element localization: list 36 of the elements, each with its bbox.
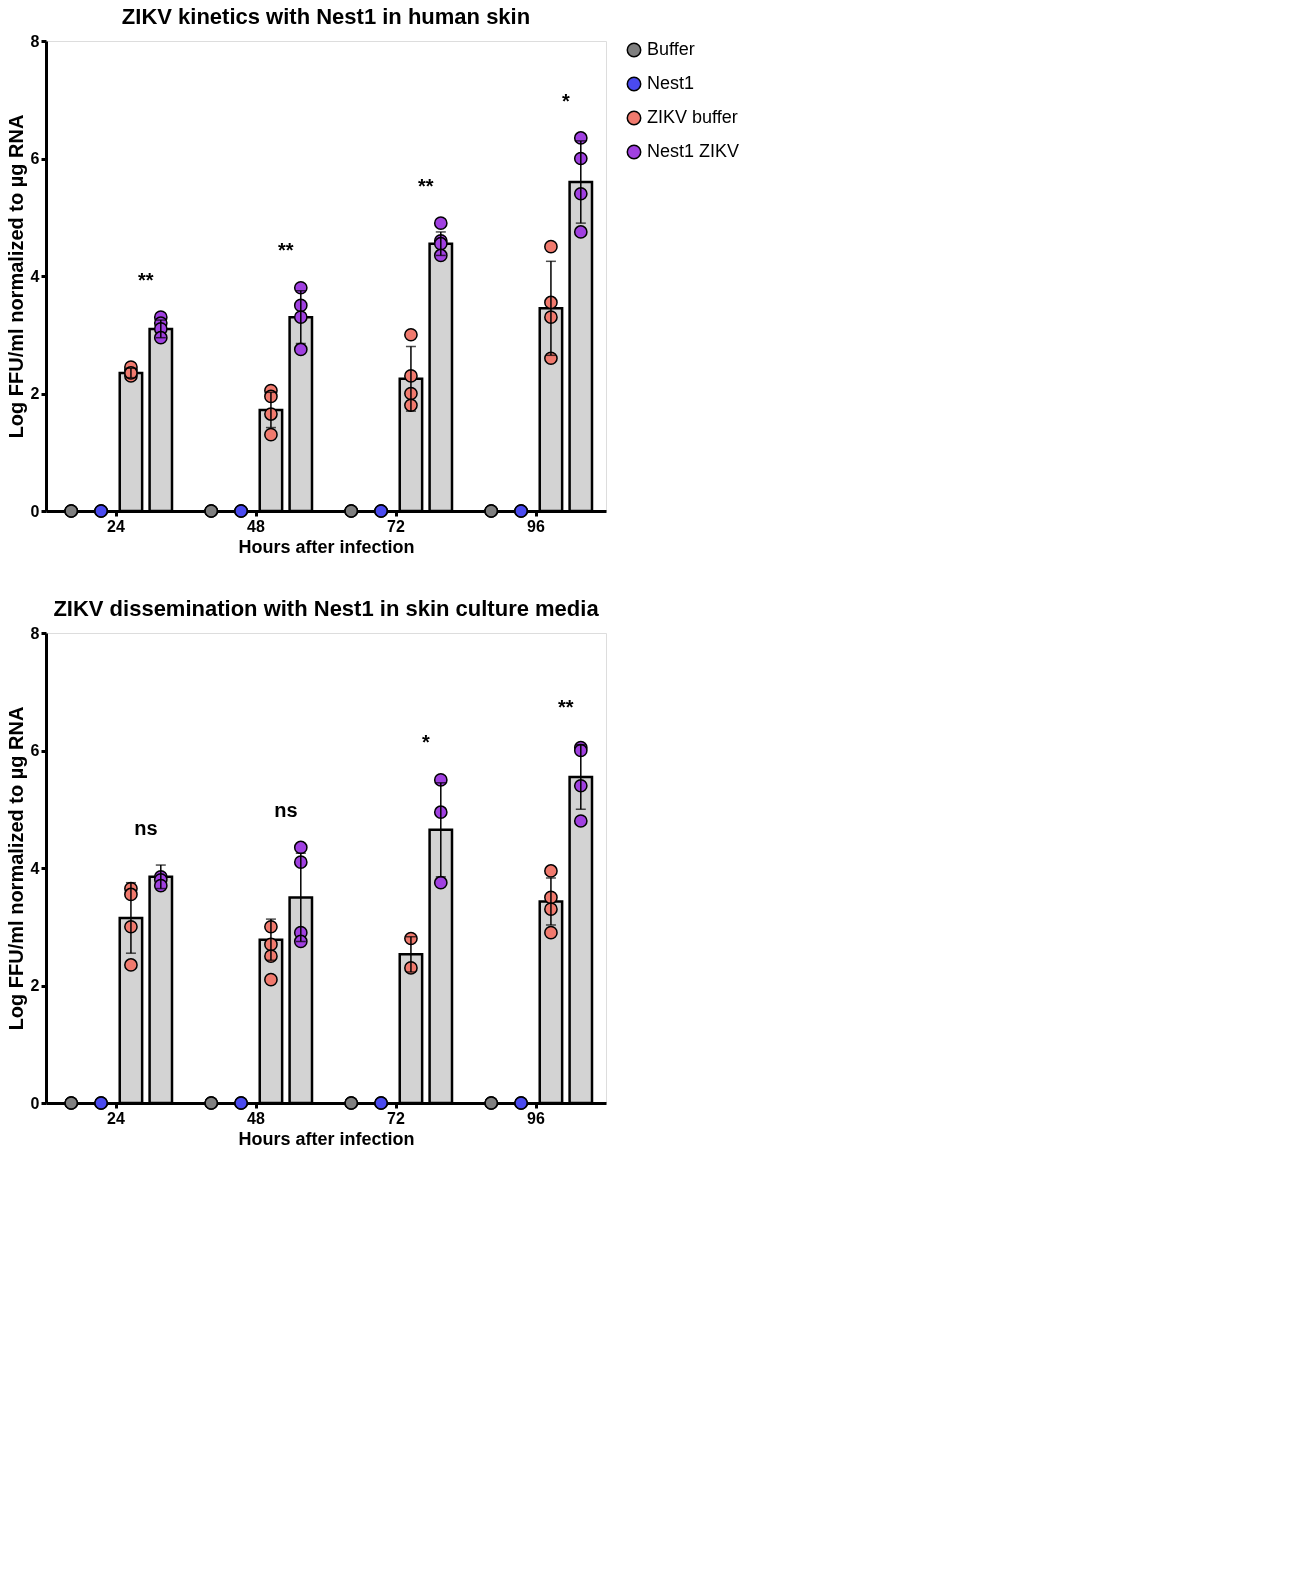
y-tick-label: 2 (30, 385, 40, 402)
x-tick-label: 72 (387, 517, 405, 535)
y-axis-title: Log FFU/ml normalized to µg RNA (4, 114, 27, 439)
y-tick-label: 6 (30, 742, 40, 759)
annotation: ** (418, 174, 434, 197)
x-axis-title: Hours after infection (238, 536, 415, 557)
legend-label: Buffer (647, 39, 695, 59)
y-axis-title: Log FFU/ml normalized to µg RNA (4, 706, 27, 1031)
y-tick-label: 8 (30, 32, 40, 50)
x-tick-label: 48 (247, 517, 265, 535)
y-tick-label: 8 (30, 624, 40, 642)
legend-label: ZIKV buffer (647, 107, 738, 127)
chart-title: ZIKV kinetics with Nest1 in human skin (121, 4, 531, 29)
x-tick-label: 24 (107, 517, 125, 535)
x-tick-label: 48 (247, 1109, 265, 1127)
x-tick-label: 72 (387, 1109, 405, 1127)
y-tick-label: 4 (30, 267, 40, 285)
x-tick-label: 24 (107, 1109, 125, 1127)
y-tick-label: 4 (30, 859, 40, 877)
chart-title: ZIKV dissemination with Nest1 in skin culture media (53, 596, 600, 621)
annotation: * (561, 89, 570, 112)
x-tick-label: 96 (527, 517, 545, 535)
legend-label: Nest1 (647, 73, 695, 93)
annotation: * (421, 731, 430, 754)
y-tick-label: 0 (30, 502, 40, 520)
y-tick-label: 0 (30, 1094, 40, 1112)
annotation: ** (558, 696, 574, 719)
annotation: ns (274, 799, 298, 821)
annotation: ** (278, 239, 294, 262)
x-tick-label: 96 (527, 1109, 545, 1127)
x-axis-title: Hours after infection (238, 1128, 415, 1149)
y-tick-label: 6 (30, 150, 40, 167)
legend-label: Nest1 ZIKV (647, 141, 740, 161)
annotation: ns (134, 816, 158, 839)
y-tick-label: 2 (30, 977, 40, 994)
annotation: ** (138, 268, 154, 291)
